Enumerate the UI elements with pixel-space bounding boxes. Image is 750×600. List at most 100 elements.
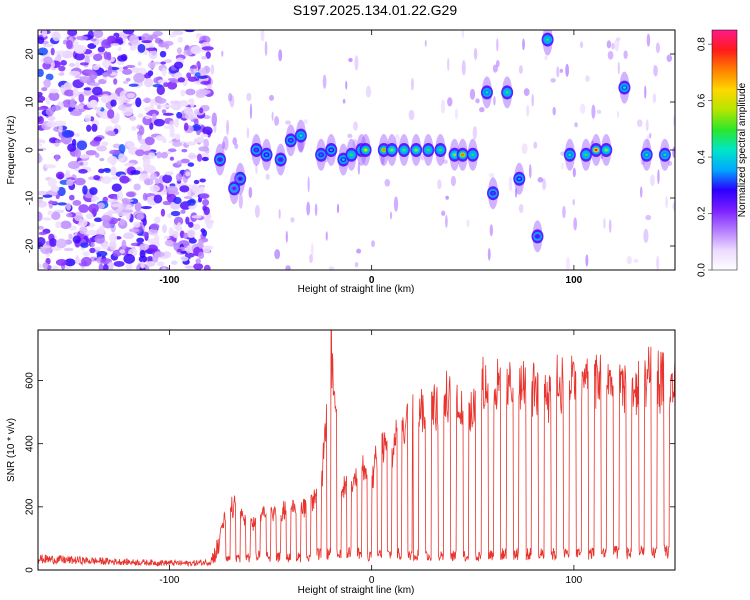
noise-blob — [88, 203, 99, 214]
noise-blob — [90, 99, 98, 108]
noise-blob — [303, 119, 308, 125]
noise-blob — [623, 50, 628, 60]
noise-blob — [74, 75, 83, 79]
y-tick-label: 400 — [25, 435, 36, 452]
y-tick-label: 0 — [25, 567, 36, 573]
noise-blob — [437, 179, 442, 190]
y-tick-label: 0 — [25, 147, 36, 153]
noise-blob — [38, 143, 42, 147]
noise-blob — [466, 219, 470, 228]
noise-blob — [585, 75, 590, 83]
noise-blob — [125, 77, 131, 82]
noise-blob — [119, 218, 125, 226]
noise-blob — [199, 178, 206, 183]
noise-blob — [82, 185, 88, 195]
noise-blob — [488, 173, 495, 178]
noise-blob — [85, 212, 94, 220]
noise-blob — [645, 214, 652, 221]
noise-blob — [167, 81, 178, 90]
colorbar-tick-label: 0.0 — [697, 263, 708, 277]
noise-blob — [310, 242, 314, 257]
noise-blob — [559, 68, 564, 73]
noise-blob — [47, 177, 57, 188]
noise-blob — [178, 101, 189, 107]
noise-blob — [160, 104, 171, 108]
noise-blob — [66, 202, 72, 211]
y-tick-label: 600 — [25, 372, 36, 389]
noise-blob — [234, 143, 239, 149]
noise-blob — [67, 143, 77, 152]
noise-blob — [162, 224, 167, 233]
noise-blob — [514, 187, 518, 198]
noise-blob — [190, 65, 198, 69]
noise-blob — [238, 193, 243, 209]
noise-blob — [445, 195, 449, 200]
noise-blob — [197, 75, 208, 79]
noise-blob — [129, 34, 140, 45]
noise-blob — [354, 262, 359, 268]
noise-blob — [644, 85, 647, 99]
colorbar-label: Normalized spectral amplitude — [737, 82, 748, 217]
noise-blob — [108, 209, 116, 214]
noise-blob — [38, 147, 47, 152]
noise-blob — [565, 63, 569, 77]
noise-blob — [356, 248, 362, 254]
noise-blob — [521, 143, 528, 155]
noise-blob — [156, 97, 167, 104]
noise-blob — [78, 169, 88, 174]
noise-blob — [65, 212, 73, 218]
noise-blob — [176, 160, 183, 166]
noise-blob — [38, 211, 43, 222]
noise-blob — [110, 99, 117, 107]
noise-blob — [210, 64, 215, 75]
noise-blob — [617, 61, 620, 75]
noise-blob — [184, 30, 195, 33]
noise-blob — [447, 97, 453, 107]
noise-blob — [180, 89, 186, 97]
noise-blob — [142, 192, 148, 201]
noise-blob — [100, 214, 112, 223]
noise-blob — [93, 53, 103, 62]
noise-blob — [585, 254, 589, 267]
noise-blob — [38, 68, 44, 78]
noise-blob — [79, 76, 91, 84]
noise-blob — [88, 82, 101, 87]
noise-blob — [58, 72, 65, 77]
noise-blob — [228, 92, 233, 102]
noise-blob — [136, 237, 145, 244]
y-tick-label: 200 — [25, 498, 36, 515]
spectrogram-peak — [580, 138, 593, 171]
spectrogram-peak — [531, 220, 544, 253]
noise-blob — [68, 233, 73, 240]
noise-blob — [357, 161, 361, 175]
noise-blob — [198, 89, 211, 95]
noise-blob — [153, 194, 163, 204]
noise-blob — [133, 72, 145, 83]
noise-blob — [492, 64, 498, 73]
noise-blob — [173, 196, 182, 205]
noise-blob — [93, 217, 103, 222]
noise-blob — [177, 77, 186, 83]
noise-blob — [150, 223, 160, 230]
colorbar-ticks: 0.0 0.2 0.4 0.6 0.8 — [697, 37, 712, 277]
noise-blob — [306, 201, 311, 216]
noise-blob — [608, 219, 612, 233]
noise-blob — [38, 153, 42, 163]
noise-blob — [118, 153, 125, 162]
noise-blob — [119, 249, 126, 254]
noise-blob — [107, 261, 114, 270]
noise-blob — [129, 115, 137, 121]
noise-blob — [111, 183, 122, 192]
noise-blob — [38, 225, 44, 230]
spectrogram-peak — [480, 76, 493, 109]
spectrogram-peak — [294, 119, 307, 152]
noise-blob — [129, 45, 137, 51]
noise-blob — [389, 211, 393, 220]
noise-blob — [170, 79, 180, 84]
spectrogram-features — [214, 30, 671, 253]
noise-blob — [193, 118, 199, 126]
noise-blob — [89, 247, 96, 254]
noise-blob — [573, 217, 578, 231]
noise-blob — [145, 47, 158, 52]
